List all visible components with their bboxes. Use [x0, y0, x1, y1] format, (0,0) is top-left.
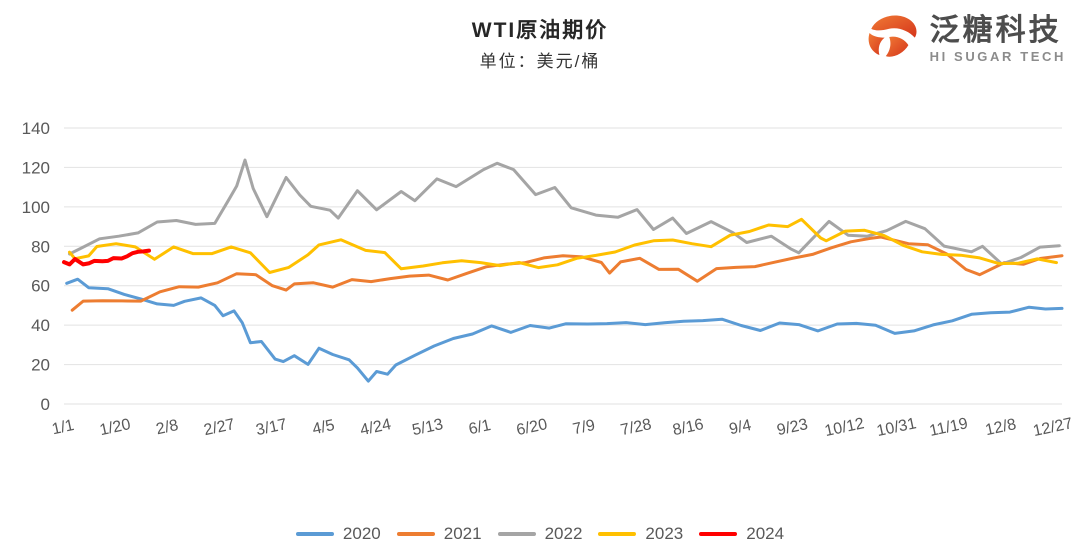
y-axis-tick-label: 140	[22, 119, 50, 138]
x-axis-tick-label: 4/24	[359, 416, 393, 439]
y-axis-tick-label: 80	[31, 237, 50, 256]
x-axis-tick-label: 7/9	[571, 417, 596, 438]
series-line-2023	[68, 217, 1058, 274]
x-axis-tick-label: 2/8	[155, 417, 180, 438]
chart-title: WTI原油期价	[471, 19, 609, 42]
x-axis-tick-label: 10/31	[875, 415, 918, 440]
x-axis-tick-label: 5/13	[411, 416, 445, 439]
x-axis-tick-label: 1/1	[50, 417, 75, 438]
legend-item-2021: 2021	[396, 524, 482, 544]
x-axis-tick-label: 1/20	[98, 416, 132, 439]
brand-logo: 泛糖科技 HI SUGAR TECH	[862, 8, 1066, 71]
y-axis-tick-label: 0	[41, 395, 50, 414]
legend-label: 2022	[544, 524, 583, 543]
y-axis-tick-label: 120	[22, 158, 50, 177]
legend-swatch-2020	[295, 532, 334, 536]
x-axis-tick-label: 3/17	[254, 416, 288, 439]
x-axis-tick-label: 8/16	[671, 416, 705, 439]
legend-item-2024: 2024	[699, 524, 784, 544]
legend-label: 2021	[443, 524, 482, 543]
legend-swatch-2024	[699, 532, 738, 536]
y-axis-tick-label: 100	[22, 198, 50, 217]
series-line-2022	[68, 158, 1061, 266]
series-line-2024	[62, 248, 151, 267]
x-axis-tick-label: 12/27	[1031, 415, 1074, 440]
legend-item-2022: 2022	[497, 524, 583, 544]
x-axis-tick-label: 9/23	[775, 416, 809, 439]
series-line-2020	[65, 277, 1064, 383]
x-axis-tick-label: 9/4	[728, 417, 753, 438]
y-axis-tick-label: 40	[31, 316, 50, 335]
legend-swatch-2022	[497, 532, 536, 536]
x-axis-tick-label: 12/8	[984, 416, 1018, 439]
legend-swatch-2023	[598, 532, 637, 536]
x-axis-tick-label: 6/1	[467, 417, 492, 438]
chart-legend: 2020 2021 2022 2023 2024	[0, 524, 1080, 544]
chart-unit-label: 单位：美元/桶	[479, 52, 601, 71]
x-axis-tick-label: 10/12	[823, 415, 866, 440]
legend-item-2020: 2020	[295, 524, 381, 544]
y-axis-tick-label: 60	[31, 277, 50, 296]
y-axis-tick-label: 20	[31, 356, 50, 375]
line-chart: 0 20 40 60 80 100 120 140 1/1 1/20 2/8 2/27 3/17 4/5 4…	[22, 119, 1075, 440]
legend-item-2023: 2023	[598, 524, 683, 544]
x-axis-tick-label: 4/5	[311, 417, 336, 438]
legend-label: 2023	[645, 524, 684, 543]
sugar-swirl-icon	[862, 8, 920, 71]
brand-tagline: HI SUGAR TECH	[929, 48, 1066, 64]
brand-name: 泛糖科技	[929, 14, 1062, 48]
legend-label: 2020	[342, 524, 381, 543]
x-axis-tick-label: 2/27	[202, 416, 236, 439]
legend-swatch-2021	[396, 532, 435, 536]
legend-label: 2024	[746, 524, 785, 543]
x-axis-tick-label: 11/19	[928, 415, 970, 440]
x-axis-tick-label: 7/28	[619, 416, 653, 439]
series-line-2021	[70, 235, 1064, 312]
x-axis-tick-label: 6/20	[515, 416, 549, 439]
